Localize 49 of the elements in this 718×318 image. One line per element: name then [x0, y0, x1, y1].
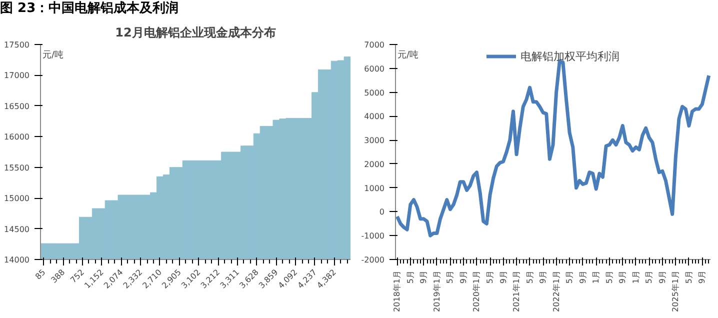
- x-tick-label: 9月: [458, 270, 468, 284]
- x-tick-label: 9月: [618, 270, 628, 284]
- y-tick-label: 15000: [4, 194, 30, 204]
- y-tick-label: -2000: [361, 256, 385, 264]
- x-tick-label: 2019年1月: [432, 270, 442, 312]
- y-tick-label: 16000: [4, 132, 30, 142]
- x-tick-label: 9月: [538, 270, 548, 284]
- x-tick-label: 5月: [644, 270, 654, 284]
- y-tick-label: 14000: [4, 256, 30, 264]
- y-tick-label: 17000: [4, 71, 30, 80]
- x-tick-label: 2021年1月: [512, 270, 522, 312]
- y-tick-label: 0: [379, 208, 385, 217]
- y-axis-title: 元/吨: [398, 50, 419, 60]
- chart-title: 12月电解铝企业现金成本分布: [115, 26, 276, 40]
- y-tick-label: -1000: [361, 232, 385, 241]
- x-tick-label: 1月: [592, 270, 601, 284]
- x-tick-label: 9月: [658, 270, 667, 284]
- y-tick-label: 4000: [364, 112, 384, 122]
- x-tick-label: 2018年1月: [392, 270, 402, 312]
- x-tick-label: 85: [34, 268, 48, 282]
- y-tick-label: 15500: [4, 163, 30, 172]
- x-tick-label: 5月: [446, 270, 455, 284]
- x-tick-label: 2020年1月: [472, 270, 482, 312]
- y-tick-label: 14500: [4, 224, 30, 234]
- y-tick-label: 1000: [364, 184, 384, 193]
- x-tick-label: 2022年1月: [552, 270, 561, 312]
- x-tick-label: 9月: [578, 270, 588, 284]
- y-tick-label: 3000: [364, 136, 384, 146]
- x-tick-label: 5月: [684, 270, 694, 284]
- y-tick-label: 5000: [364, 88, 384, 98]
- x-tick-label: 5月: [486, 270, 494, 284]
- y-tick-label: 6000: [364, 64, 384, 74]
- x-tick-label: 2025年1月: [671, 270, 680, 312]
- x-tick-label: 388: [49, 268, 67, 285]
- y-axis-title: 元/吨: [42, 50, 64, 60]
- y-tick-label: 16500: [4, 102, 30, 111]
- x-tick-label: 5月: [565, 270, 574, 284]
- y-tick-label: 7000: [364, 40, 384, 50]
- x-tick-label: 1月: [631, 270, 640, 284]
- caption: 图 23：中国电解铝成本及利润: [0, 0, 179, 18]
- legend-label: 电解铝加权平均利润: [520, 48, 620, 64]
- x-tick-label: 9月: [698, 270, 707, 284]
- x-tick-label: 9月: [419, 270, 428, 284]
- x-tick-label: 5月: [406, 270, 415, 284]
- x-tick-label: 9月: [498, 270, 508, 284]
- y-tick-label: 17500: [4, 40, 30, 50]
- x-tick-label: 5月: [604, 270, 614, 284]
- y-tick-label: 2000: [364, 160, 384, 169]
- x-tick-label: 5月: [525, 270, 534, 284]
